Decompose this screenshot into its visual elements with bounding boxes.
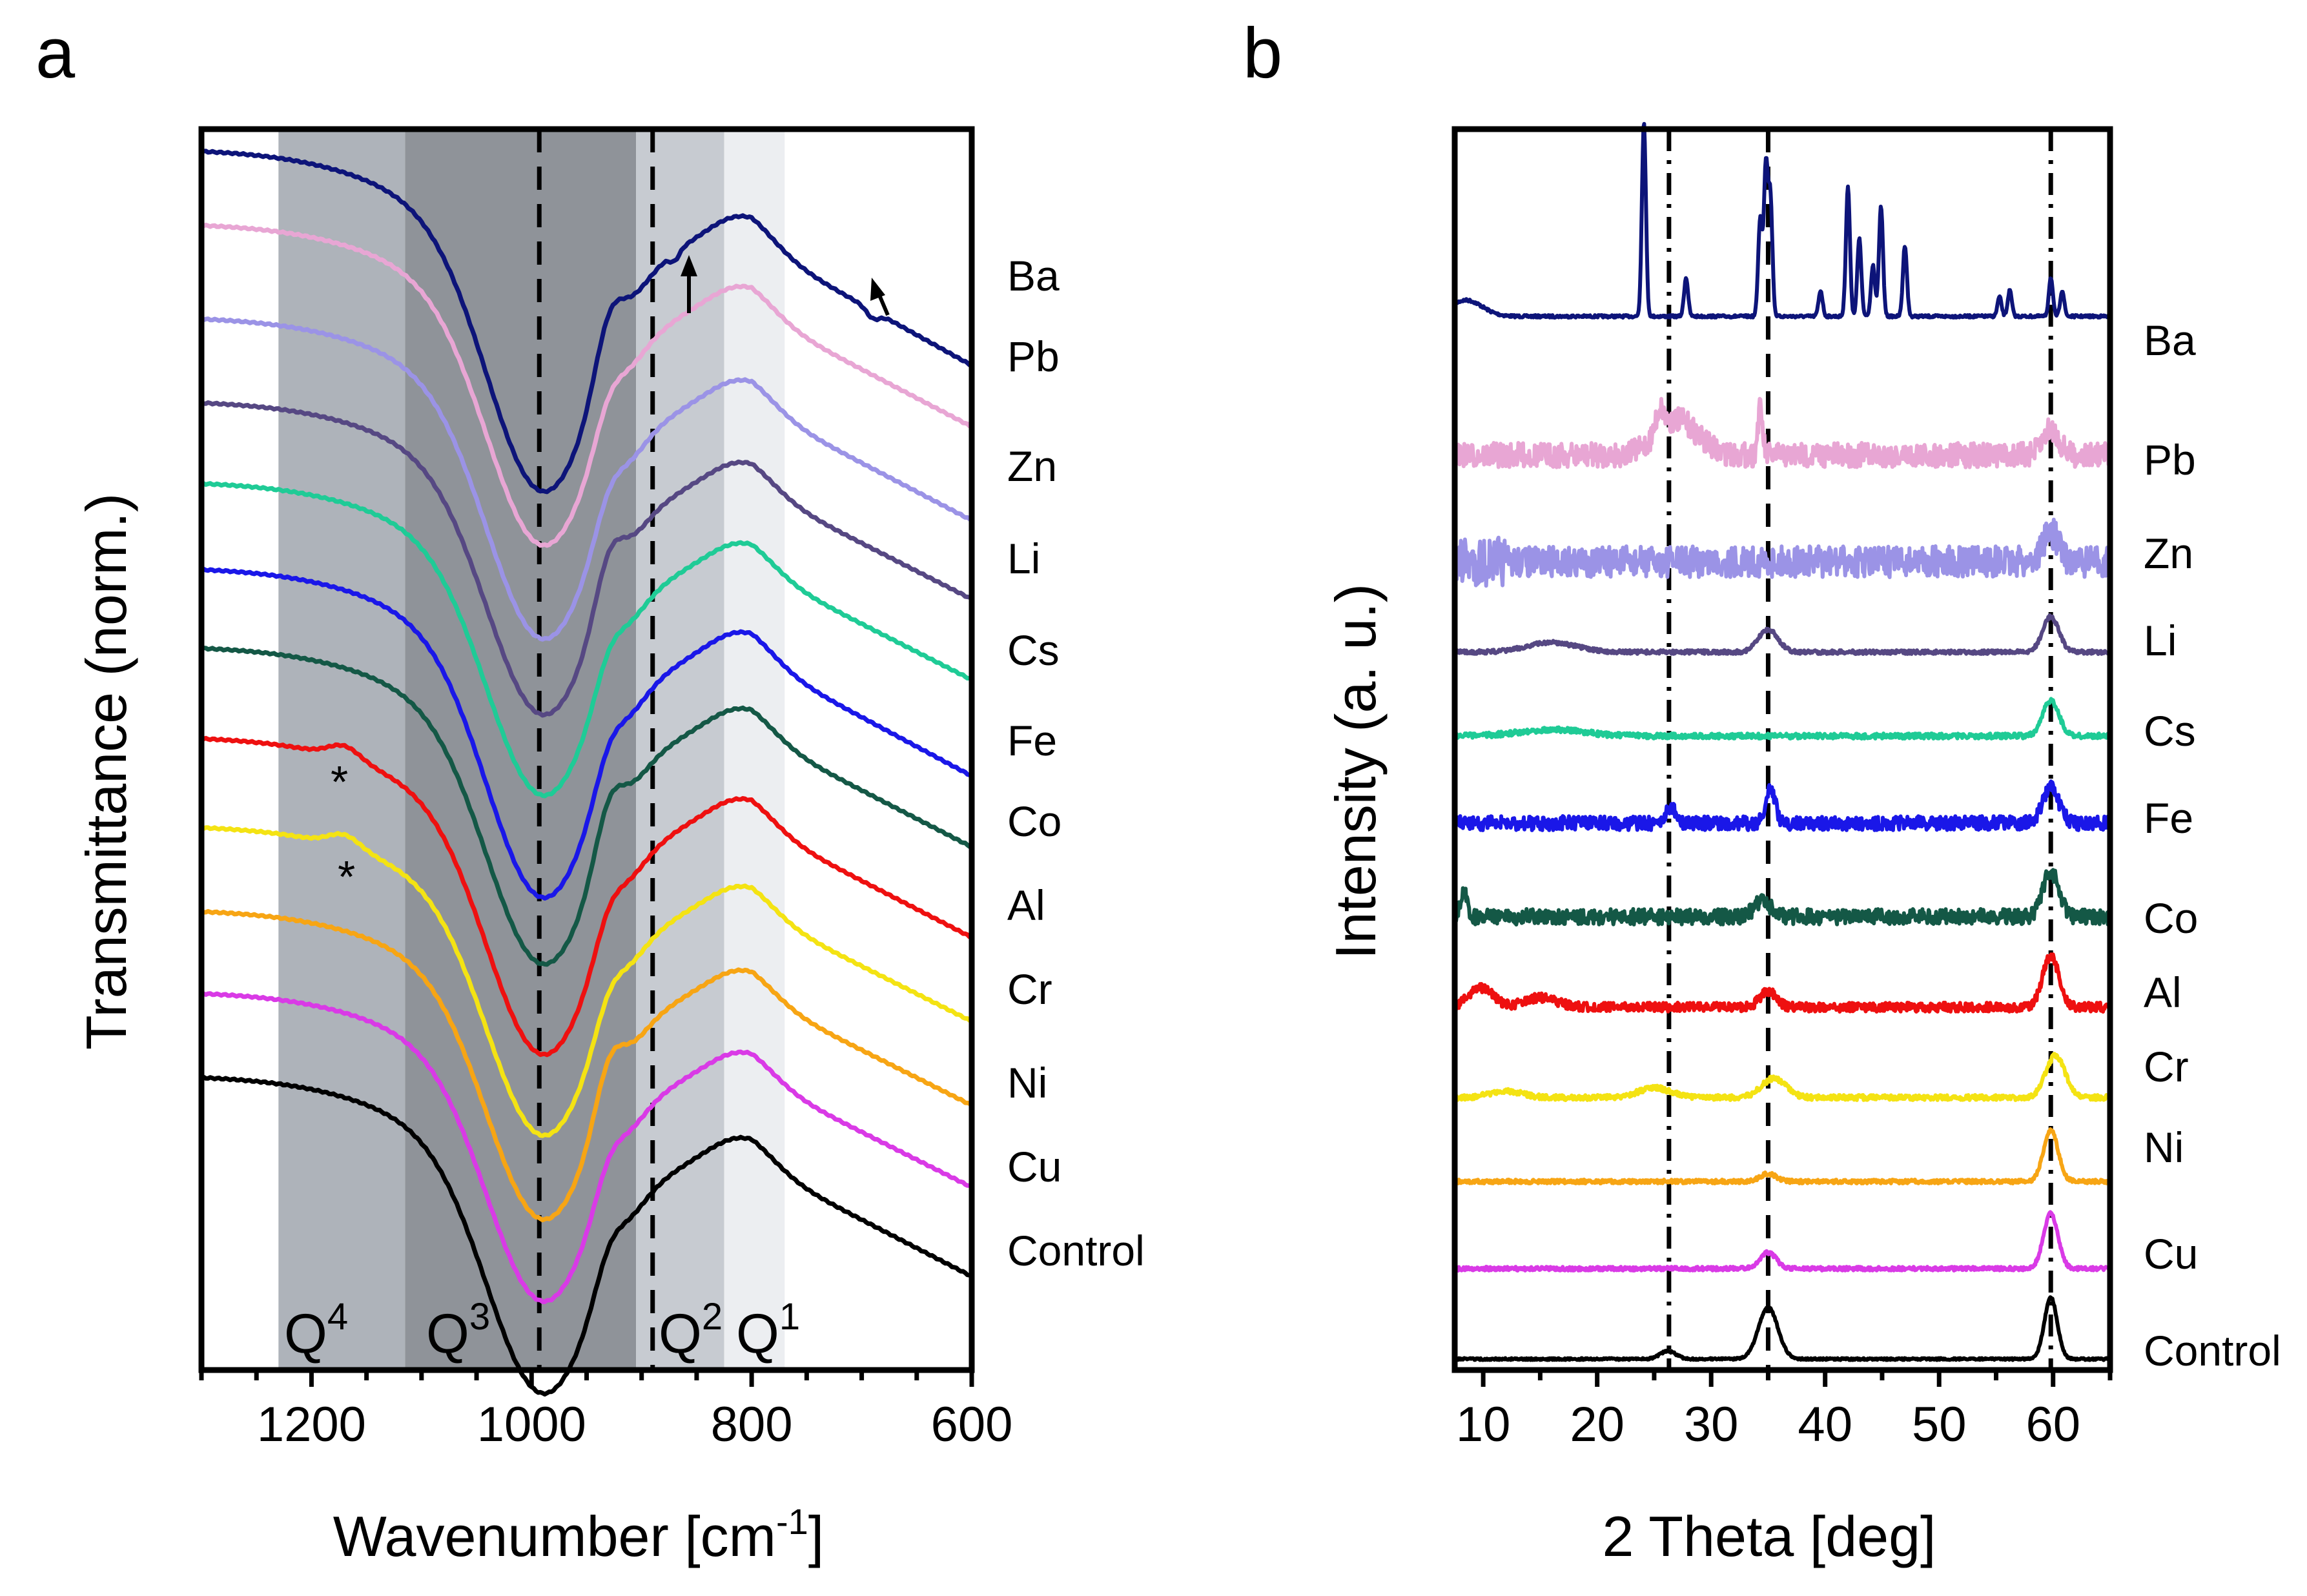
legend-label-ni: Ni xyxy=(2144,1123,2184,1171)
series-line-cs xyxy=(1453,697,2112,741)
series-line-cu xyxy=(200,990,974,1304)
legend-label-control: Control xyxy=(2144,1327,2281,1375)
series-line-ni xyxy=(1453,1127,2111,1185)
panel-a-x-axis-label: Wavenumber [cm-1] xyxy=(333,1501,825,1568)
legend-label-control: Control xyxy=(1007,1227,1145,1274)
legend-label-cr: Cr xyxy=(1007,965,1052,1013)
series-line-cs xyxy=(201,480,973,799)
region-band-4 xyxy=(724,129,785,1370)
x-tick-label: 30 xyxy=(1684,1397,1739,1452)
legend-label-al: Al xyxy=(1007,881,1045,929)
series-line-ba xyxy=(1453,121,2111,320)
legend-label-ni: Ni xyxy=(1007,1059,1047,1107)
asterisk-annotation: * xyxy=(331,757,348,807)
series-line-control xyxy=(1453,1295,2111,1362)
legend-label-co: Co xyxy=(1007,797,1061,845)
x-tick-label: 1200 xyxy=(257,1397,366,1452)
series-line-ni xyxy=(200,908,974,1223)
panel-b-x-axis-label: 2 Theta [deg] xyxy=(1603,1504,1936,1568)
x-tick-label: 1000 xyxy=(477,1397,586,1452)
series-line-zn xyxy=(1453,517,2112,588)
x-tick-label: 600 xyxy=(931,1397,1013,1452)
panel-b-letter: b xyxy=(1243,14,1282,93)
legend-label-pb: Pb xyxy=(2144,436,2196,484)
x-tick-label: 50 xyxy=(1912,1397,1967,1452)
legend-label-li: Li xyxy=(1007,535,1040,582)
panel-a: Q4 Q3 Q2 Q1 1200 1000 800 600 Ba Pb Zn Li Cs Fe Co Al… xyxy=(74,126,1145,1568)
series-line-li xyxy=(1453,613,2112,656)
series-line-fe xyxy=(200,566,972,901)
series-line-al xyxy=(1453,952,2112,1014)
series-line-pb xyxy=(1453,396,2112,469)
arrow-annotation xyxy=(870,278,890,316)
x-tick-label: 40 xyxy=(1798,1397,1852,1452)
legend-label-ba: Ba xyxy=(1007,252,1060,300)
legend-label-cs: Cs xyxy=(1007,626,1060,674)
series-line-fe xyxy=(1453,779,2112,832)
x-tick-label: 10 xyxy=(1456,1397,1511,1452)
panel-b-frame xyxy=(1451,126,2113,1373)
region-label: Q2 xyxy=(659,1296,723,1365)
legend-label-ba: Ba xyxy=(2144,316,2196,364)
legend-label-pb: Pb xyxy=(1007,332,1060,380)
series-line-zn xyxy=(200,316,974,642)
legend-label-fe: Fe xyxy=(1007,717,1057,764)
panel-a-y-axis-label: Transmittance (norm.) xyxy=(74,493,138,1050)
asterisk-annotation: * xyxy=(338,852,355,902)
panel-b: 10 20 30 40 50 60 Ba Pb Zn Li Cs Fe Co Al Cr Ni Cu Contr… xyxy=(1324,121,2281,1568)
series-line-li xyxy=(200,400,974,718)
series-line-cr xyxy=(200,825,974,1138)
legend-label-cu: Cu xyxy=(2144,1230,2198,1278)
legend-label-zn: Zn xyxy=(1007,442,1057,490)
region-label: Q4 xyxy=(284,1296,348,1365)
arrow-annotation xyxy=(681,255,697,313)
legend-label-cr: Cr xyxy=(2144,1043,2189,1090)
panel-a-letter: a xyxy=(36,14,76,93)
series-line-cr xyxy=(1453,1052,2112,1102)
series-line-al xyxy=(201,735,973,1058)
series-line-cu xyxy=(1453,1210,2112,1273)
legend-label-cu: Cu xyxy=(1007,1143,1061,1191)
panel-b-y-axis-label: Intensity (a. u.) xyxy=(1324,584,1388,959)
legend-label-zn: Zn xyxy=(2144,529,2193,577)
series-line-co xyxy=(1453,868,2112,926)
legend-label-cs: Cs xyxy=(2144,707,2196,755)
legend-label-li: Li xyxy=(2144,617,2177,664)
x-tick-label: 800 xyxy=(711,1397,793,1452)
region-band-1 xyxy=(278,129,405,1370)
x-tick-label: 20 xyxy=(1570,1397,1625,1452)
series-line-pb xyxy=(201,222,973,548)
legend-label-al: Al xyxy=(2144,968,2182,1016)
series-line-ba xyxy=(200,148,972,495)
x-tick-label: 60 xyxy=(2025,1397,2080,1452)
region-label: Q3 xyxy=(426,1296,490,1365)
series-line-co xyxy=(200,646,972,967)
series-line-control xyxy=(201,1074,972,1396)
region-label: Q1 xyxy=(736,1296,800,1365)
legend-label-fe: Fe xyxy=(2144,794,2193,842)
legend-label-co: Co xyxy=(2144,894,2198,942)
